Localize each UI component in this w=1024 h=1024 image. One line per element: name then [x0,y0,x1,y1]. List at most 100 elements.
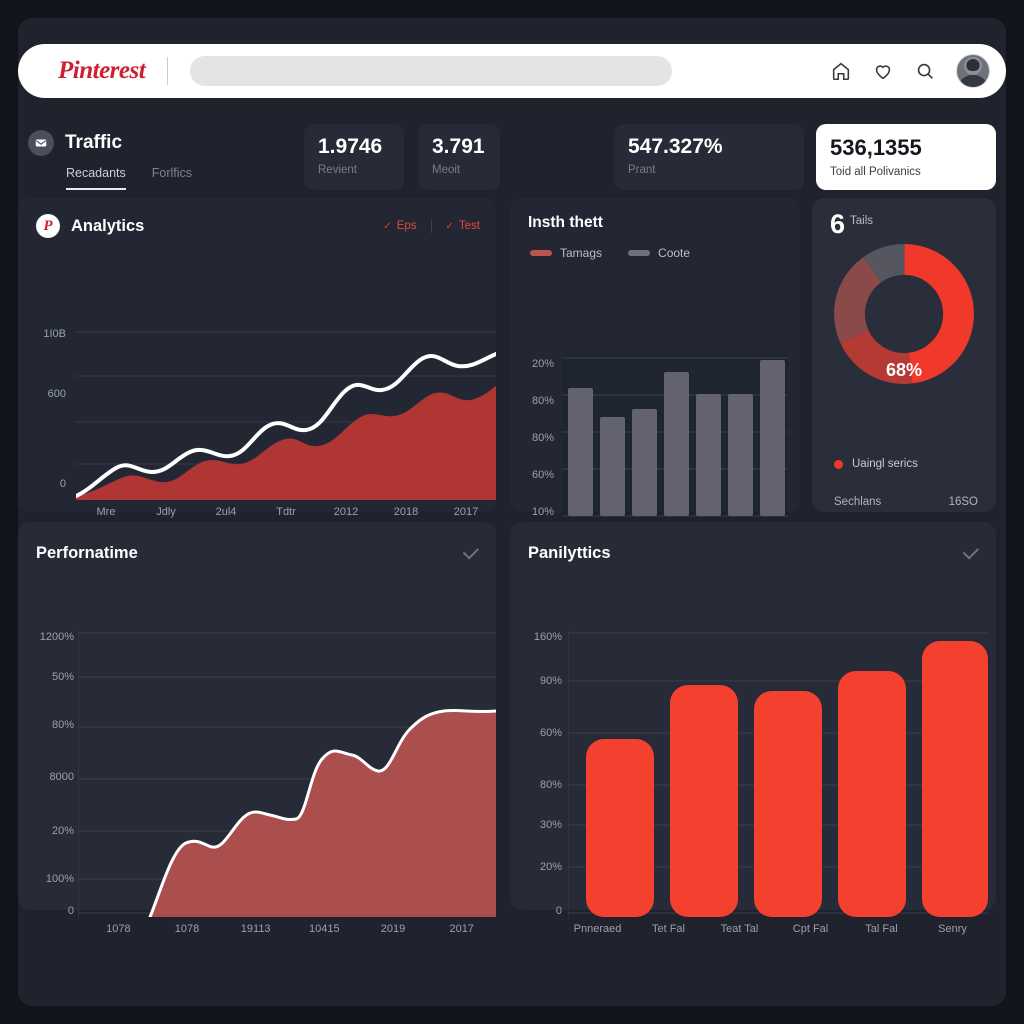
header-divider [167,57,169,85]
y-tick-5: 50% [51,671,74,683]
x-tick: Jdly [156,506,176,518]
y-tick-2: 1I0B [43,328,66,340]
legend-divider [430,219,432,233]
legend-item-coote[interactable]: Coote [628,246,690,260]
header-actions [830,54,990,88]
home-icon[interactable] [830,60,852,82]
pinterest-logo[interactable]: Pinterest [58,57,146,84]
performance-title: Perfornatime [36,544,138,562]
x-tick: Pnneraed [573,923,622,935]
x-tick: 1078 [174,923,200,935]
y-tick-1: 60% [531,469,554,481]
x-tick: Teat Tal [720,923,759,935]
legend-item-eps[interactable]: ✓ Eps [383,220,416,232]
donut-footer-value: 16SO [948,496,978,508]
y-tick-5: 90% [539,675,562,687]
bars-title: Insth thett [528,214,603,231]
legend-label: Test [458,220,480,232]
y-tick-3: 80% [539,779,562,791]
legend-label: Uaingl serics [852,458,918,470]
legend-item-test[interactable]: ✓ Test [446,220,480,232]
panilyttics-title: Panilyttics [528,544,611,562]
y-tick-1: 20% [539,861,562,873]
x-tick: 2017 [453,506,479,518]
y-tick-6: 1200% [39,631,74,643]
kpi-card-revient[interactable]: 1.9746 Revient [304,124,404,190]
y-tick-3: 80% [531,395,554,407]
kpi-label: Toid all Polivanics [830,166,921,178]
panilyttics-x-axis: Pnneraed Tet Fal Teat Tal Cpt Fal Tal Fa… [562,923,988,935]
kpi-value: 3.791 [432,135,485,158]
kpi-card-prant[interactable]: 547.327% Prant [614,124,804,190]
kpi-strip: Traffic Recadants Forlfics 1.9746 Revien… [18,114,1006,192]
traffic-tabs: Recadants Forlfics [66,166,192,190]
x-tick: 2017 [449,923,474,935]
kpi-value: 547.327% [628,135,723,158]
donut-panel: 6 Tails 68% Uaingl serics Sechlans 16SO [812,198,996,512]
x-tick: 2ul4 [215,506,237,518]
x-tick: Senry [938,923,967,935]
y-tick-4: 80% [51,719,74,731]
analytics-title: Analytics [71,216,145,235]
x-tick: 2012 [333,506,359,518]
dashboard-app: Pinterest [18,18,1006,1006]
performance-plot [78,631,496,917]
performance-panel-header: Perfornatime [18,522,496,563]
legend-item-tamags[interactable]: Tamags [530,246,602,260]
bars-panel-header: Insth thett [510,198,800,232]
kpi-card-total-polivanics[interactable]: 536,1355 Toid all Polivanics [816,124,996,190]
donut-footer: Sechlans 16SO [834,496,978,508]
donut-footer-label: Sechlans [834,496,882,508]
kpi-card-meoit[interactable]: 3.791 Meoit [418,124,500,190]
analytics-plot [76,331,496,500]
chevron-down-icon[interactable] [962,543,980,560]
x-tick: 10415 [309,923,340,935]
traffic-section-header: Traffic Recadants Forlfics [28,130,192,190]
y-tick-3: 8000 [49,771,74,783]
kpi-label: Prant [628,164,656,176]
search-icon[interactable] [914,60,936,82]
kpi-label: Meoit [432,164,461,176]
x-tick: 2019 [380,923,406,935]
mail-icon [28,130,54,156]
panilyttics-panel-header: Panilyttics [510,522,996,563]
insth-thett-panel: Insth thett Tamags Coote 20% 80% 80% 60%… [510,198,800,538]
legend-label: Coote [658,246,691,260]
y-tick-2: 80% [531,432,554,444]
legend-dot [834,459,843,469]
x-tick: 1078 [106,923,131,935]
check-icon: ✓ [383,220,392,232]
chevron-down-icon[interactable] [462,543,480,560]
performance-panel: Perfornatime 1200% 50% 80% 8000 20% 100%… [18,522,496,935]
heart-icon[interactable] [872,60,894,82]
panilyttics-plot [568,631,988,917]
y-tick-2: 20% [51,825,74,837]
x-tick: Cpt Fal [792,923,829,935]
panilyttics-panel: Panilyttics 160% 90% 60% 80% 30% 20% 0 [510,522,996,935]
donut-number: 6 [830,209,846,239]
y-tick-4: 60% [539,727,562,739]
kpi-value: 536,1355 [830,135,922,160]
search-input[interactable] [190,56,673,86]
tab-forlfics[interactable]: Forlfics [151,166,193,180]
x-tick: 2018 [393,506,419,518]
donut-chart [834,244,974,384]
kpi-value: 1.9746 [318,135,383,158]
analytics-panel-header: P Analytics ✓ Eps ✓ Test [18,198,496,238]
legend-swatch [628,250,651,256]
donut-word: Tails [850,215,874,227]
y-tick-2: 30% [539,819,562,831]
bars-legend: Tamags Coote [510,232,800,260]
legend-label: Eps [396,220,417,232]
donut-legend[interactable]: Uaingl serics [834,458,918,470]
x-tick: Mre [96,506,116,518]
x-tick: 19113 [240,923,271,935]
analytics-legend: ✓ Eps ✓ Test [383,219,480,233]
x-tick: Tdtr [276,506,296,518]
y-tick-1: 100% [45,873,74,885]
y-tick-0: 0 [59,478,66,490]
legend-label: Tamags [560,246,603,260]
bars-plot [562,354,788,520]
tab-recadants[interactable]: Recadants [66,166,126,190]
avatar[interactable] [956,54,990,88]
